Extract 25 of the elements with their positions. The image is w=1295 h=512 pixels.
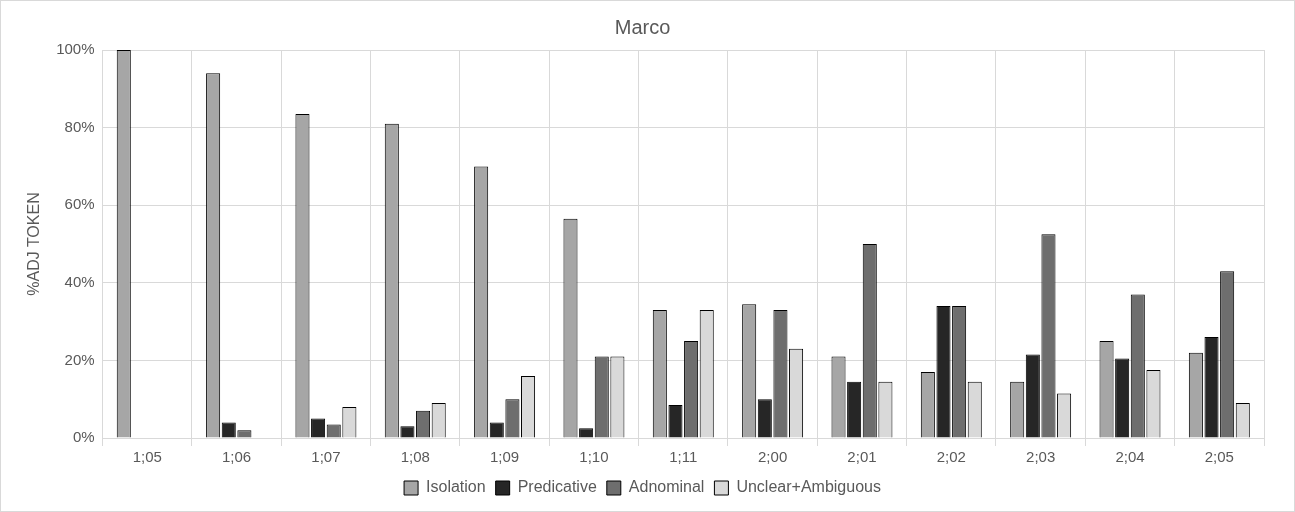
x-tick-label: 2;03 — [1026, 448, 1056, 466]
x-tick-label: 1;06 — [221, 448, 252, 466]
x-tick-label: 2;02 — [936, 448, 966, 466]
y-tick-label: 60% — [64, 195, 95, 213]
x-tick-label: 1;10 — [579, 448, 609, 466]
x-tick-label: 2;00 — [758, 448, 788, 466]
y-tick-label: 20% — [64, 350, 95, 368]
x-tick-label: 1;08 — [400, 448, 430, 466]
legend-label: Adnominal — [628, 478, 705, 496]
x-tick-label: 1;11 — [669, 448, 698, 466]
x-tick-label: 1;09 — [490, 448, 520, 466]
x-tick-label: 1;05 — [132, 448, 162, 466]
y-tick-label: 80% — [64, 117, 95, 135]
legend-label: Isolation — [426, 478, 486, 496]
x-tick-label: 2;05 — [1204, 448, 1234, 466]
chart-title: Marco — [614, 15, 671, 38]
legend-label: Predicative — [517, 478, 597, 496]
y-axis-title: %ADJ TOKEN — [25, 192, 43, 296]
x-tick-label: 2;04 — [1115, 448, 1145, 466]
y-tick-label: 0% — [72, 428, 95, 446]
x-tick-label: 2;01 — [847, 448, 877, 466]
legend-label: Unclear+Ambiguous — [736, 478, 881, 496]
y-tick-label: 40% — [64, 272, 95, 290]
x-tick-label: 1;07 — [311, 448, 341, 466]
y-tick-label: 100% — [56, 40, 95, 58]
